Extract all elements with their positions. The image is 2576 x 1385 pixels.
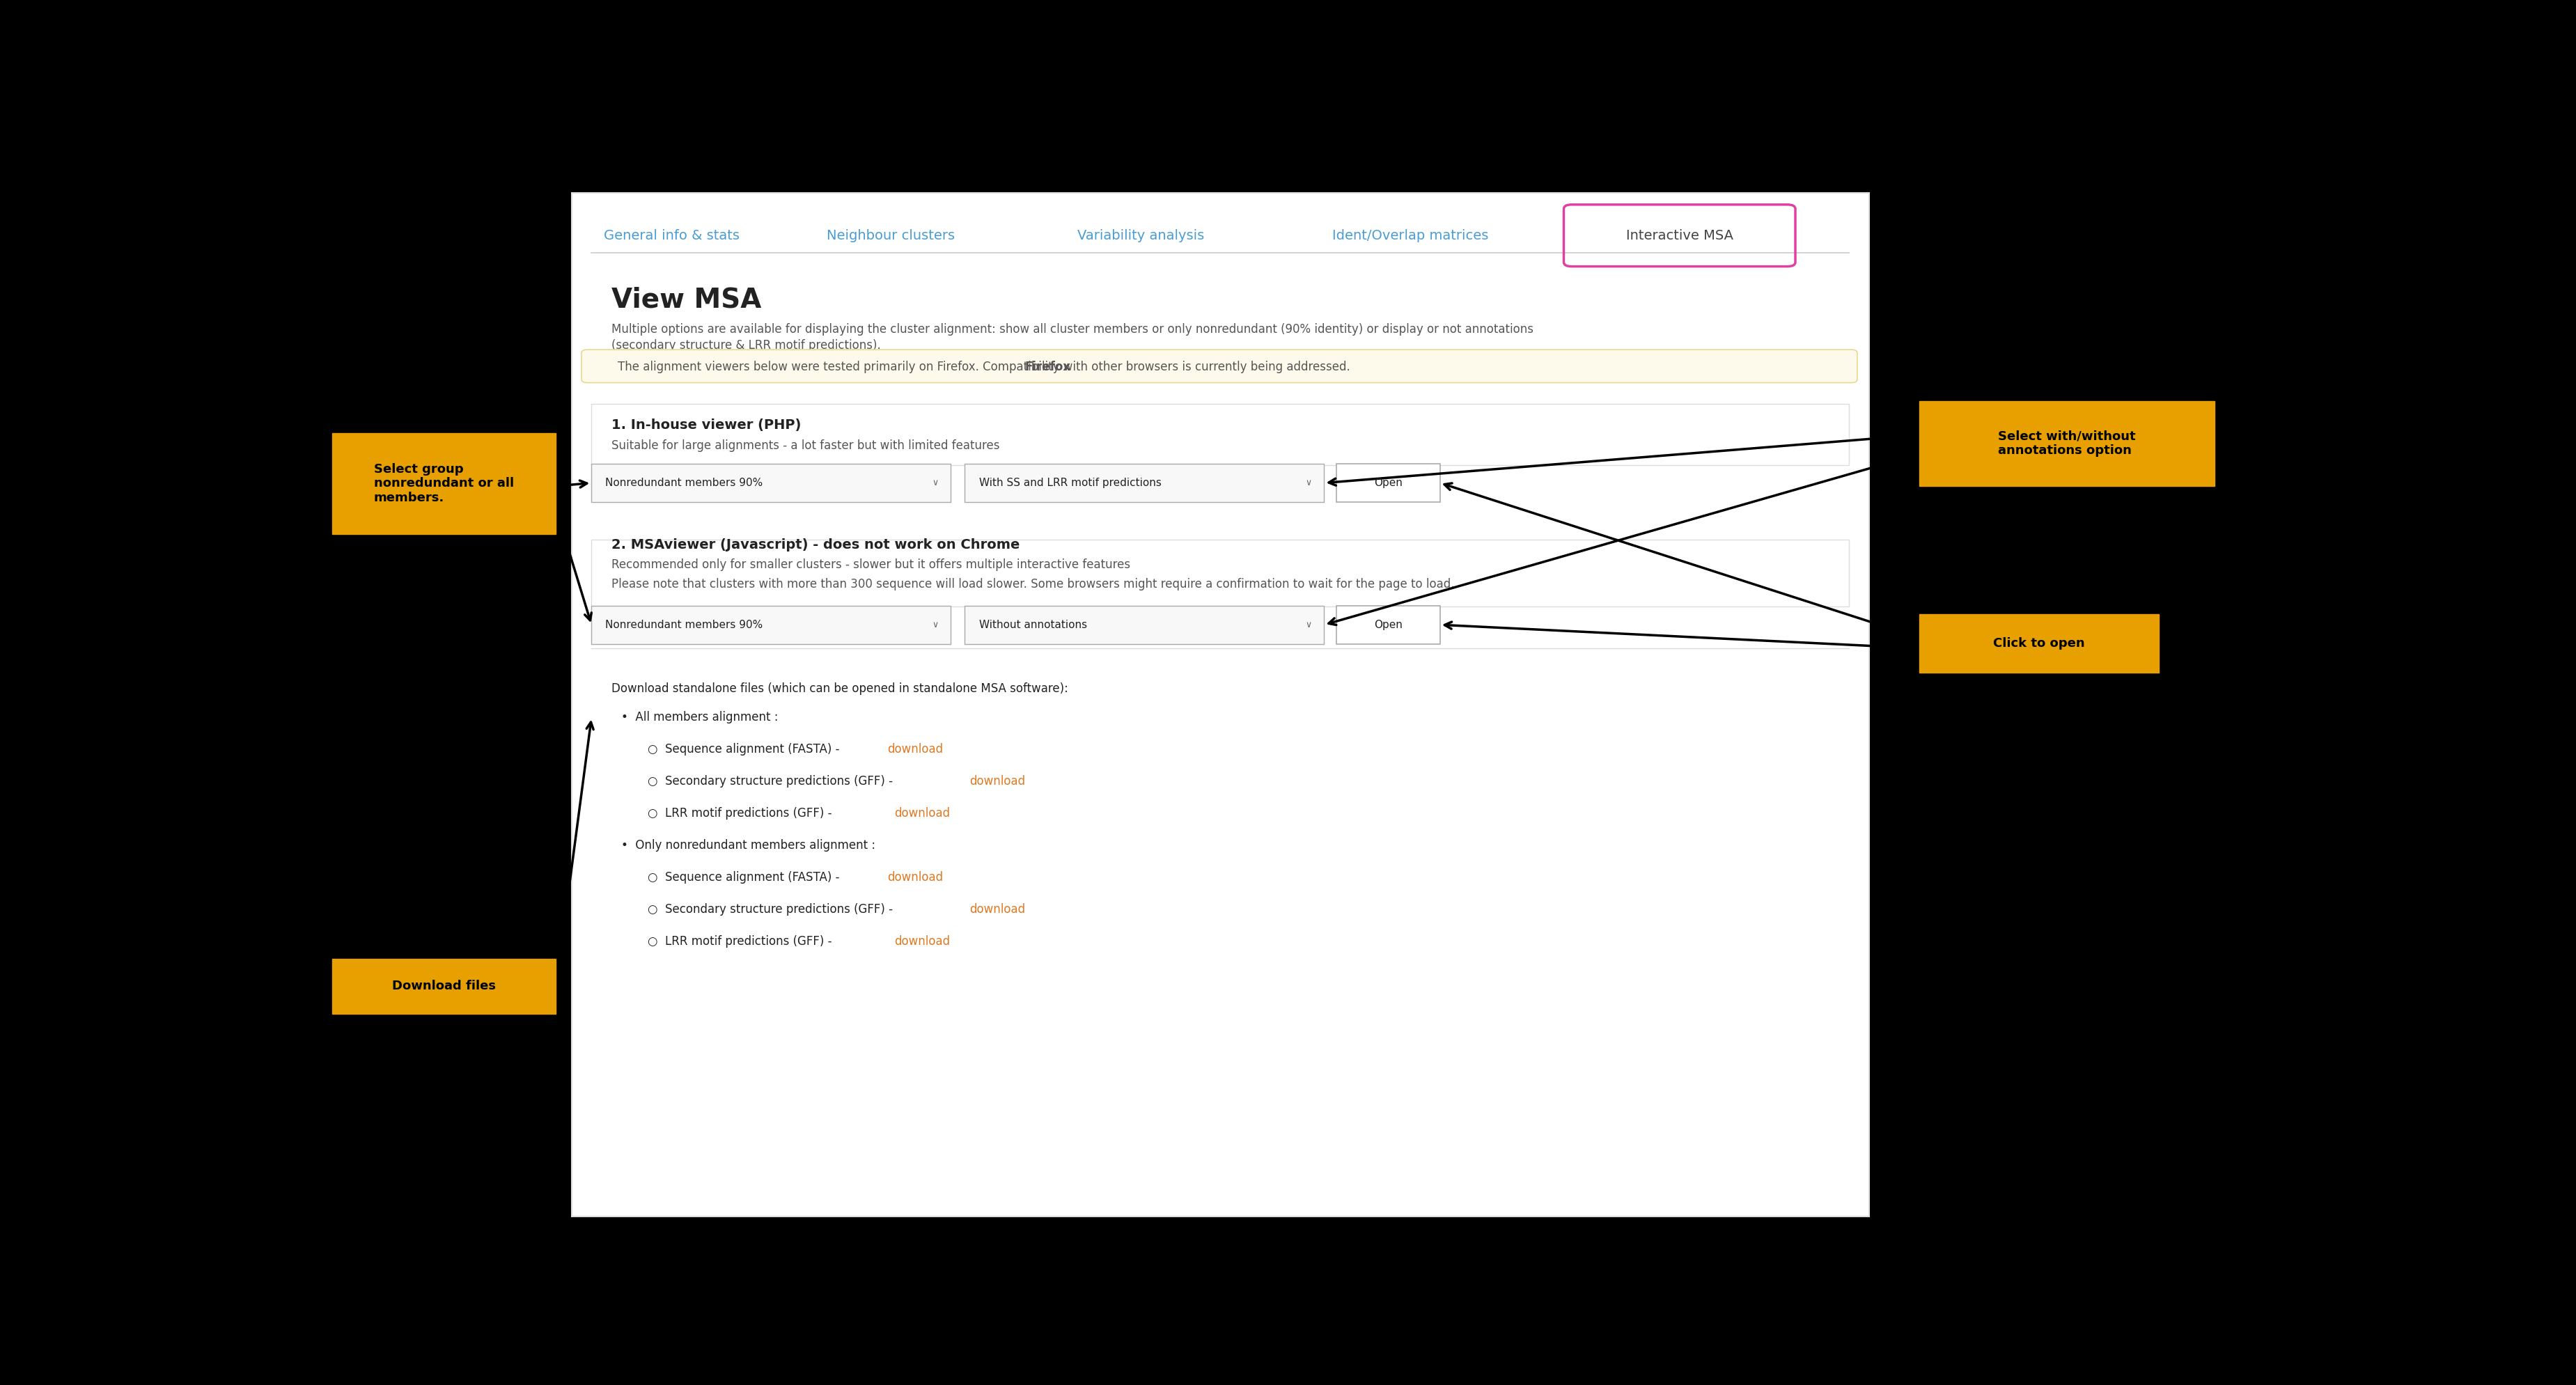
- Text: •  Only nonredundant members alignment :: • Only nonredundant members alignment :: [621, 839, 876, 852]
- Text: Firefox: Firefox: [1025, 360, 1072, 373]
- FancyBboxPatch shape: [332, 434, 556, 535]
- Text: Open: Open: [1373, 478, 1401, 488]
- Text: 1. In-house viewer (PHP): 1. In-house viewer (PHP): [611, 418, 801, 432]
- Text: ∨: ∨: [1306, 620, 1311, 629]
- Text: download: download: [969, 903, 1025, 915]
- Text: ∨: ∨: [933, 478, 938, 488]
- Text: ○  Sequence alignment (FASTA) -: ○ Sequence alignment (FASTA) -: [647, 871, 842, 884]
- FancyBboxPatch shape: [592, 464, 951, 503]
- FancyBboxPatch shape: [592, 404, 1850, 465]
- Text: download: download: [886, 871, 943, 884]
- Text: Ident/Overlap matrices: Ident/Overlap matrices: [1332, 229, 1489, 242]
- Text: Select with/without
annotations option: Select with/without annotations option: [1999, 429, 2136, 457]
- Text: ○  Sequence alignment (FASTA) -: ○ Sequence alignment (FASTA) -: [647, 744, 842, 756]
- Text: 2. MSAviewer (Javascript) - does not work on Chrome: 2. MSAviewer (Javascript) - does not wor…: [611, 539, 1020, 551]
- FancyBboxPatch shape: [592, 605, 951, 644]
- Text: ∨: ∨: [933, 620, 938, 629]
- Text: ○  Secondary structure predictions (GFF) -: ○ Secondary structure predictions (GFF) …: [647, 776, 896, 788]
- Text: Suitable for large alignments - a lot faster but with limited features: Suitable for large alignments - a lot fa…: [611, 439, 999, 452]
- Text: Nonredundant members 90%: Nonredundant members 90%: [605, 619, 762, 630]
- Text: download: download: [894, 807, 951, 820]
- Text: Select group
nonredundant or all
members.: Select group nonredundant or all members…: [374, 463, 513, 504]
- Text: View MSA: View MSA: [611, 287, 762, 313]
- Text: With SS and LRR motif predictions: With SS and LRR motif predictions: [979, 478, 1162, 488]
- Text: download: download: [886, 744, 943, 756]
- Text: Without annotations: Without annotations: [979, 619, 1087, 630]
- Text: Variability analysis: Variability analysis: [1077, 229, 1203, 242]
- Text: Interactive MSA: Interactive MSA: [1625, 229, 1734, 242]
- FancyBboxPatch shape: [592, 540, 1850, 607]
- Text: Multiple options are available for displaying the cluster alignment: show all cl: Multiple options are available for displ…: [611, 323, 1533, 335]
- Text: Download standalone files (which can be opened in standalone MSA software):: Download standalone files (which can be …: [611, 683, 1069, 695]
- Text: ∨: ∨: [1306, 478, 1311, 488]
- FancyBboxPatch shape: [1919, 400, 2215, 486]
- FancyBboxPatch shape: [966, 464, 1324, 503]
- Text: •  All members alignment :: • All members alignment :: [621, 712, 778, 724]
- Text: download: download: [894, 935, 951, 947]
- FancyBboxPatch shape: [1337, 605, 1440, 644]
- Text: Nonredundant members 90%: Nonredundant members 90%: [605, 478, 762, 488]
- Text: Download files: Download files: [392, 981, 495, 993]
- FancyBboxPatch shape: [966, 605, 1324, 644]
- Text: Open: Open: [1373, 619, 1401, 630]
- Text: download: download: [969, 776, 1025, 788]
- Text: Click to open: Click to open: [1994, 637, 2084, 650]
- Text: ○  Secondary structure predictions (GFF) -: ○ Secondary structure predictions (GFF) …: [647, 903, 896, 915]
- Text: (secondary structure & LRR motif predictions).: (secondary structure & LRR motif predict…: [611, 339, 881, 352]
- Text: ○  LRR motif predictions (GFF) -: ○ LRR motif predictions (GFF) -: [647, 935, 835, 947]
- Text: Please note that clusters with more than 300 sequence will load slower. Some bro: Please note that clusters with more than…: [611, 578, 1455, 590]
- FancyBboxPatch shape: [582, 349, 1857, 382]
- Text: ○  LRR motif predictions (GFF) -: ○ LRR motif predictions (GFF) -: [647, 807, 835, 820]
- Text: Neighbour clusters: Neighbour clusters: [827, 229, 956, 242]
- Text: The alignment viewers below were tested primarily on Firefox. Compatibility with: The alignment viewers below were tested …: [618, 360, 1350, 373]
- Text: General info & stats: General info & stats: [603, 229, 739, 242]
- FancyBboxPatch shape: [332, 958, 556, 1014]
- FancyBboxPatch shape: [1919, 614, 2159, 673]
- FancyBboxPatch shape: [1337, 464, 1440, 503]
- Text: Recommended only for smaller clusters - slower but it offers multiple interactiv: Recommended only for smaller clusters - …: [611, 558, 1131, 572]
- FancyBboxPatch shape: [572, 193, 1870, 1216]
